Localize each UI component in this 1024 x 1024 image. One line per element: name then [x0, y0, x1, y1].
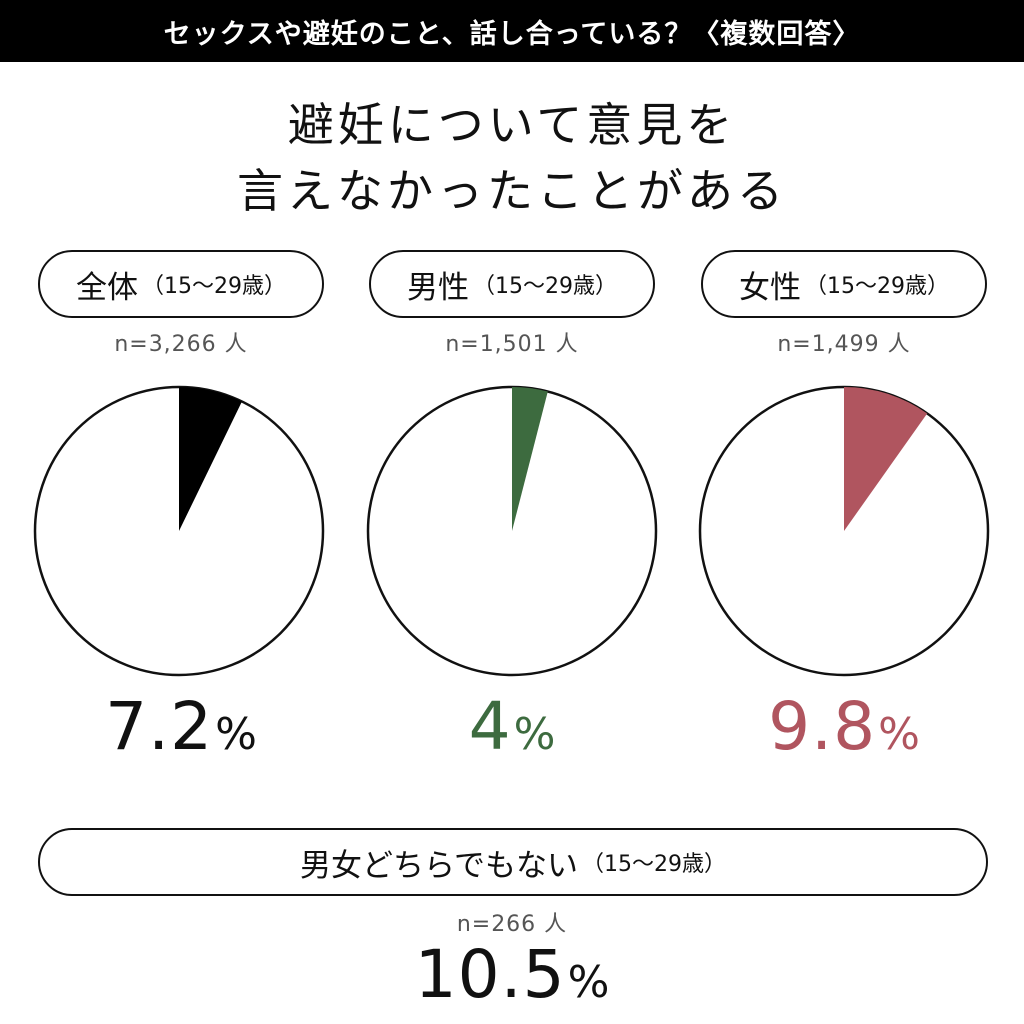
pie-slice-male: [512, 387, 548, 531]
group-label-text: 女性: [739, 269, 801, 306]
group-age-text: （15〜29歳）: [582, 852, 727, 877]
chart-title: 避妊について意見を 言えなかったことがある: [0, 92, 1024, 224]
percent-value: 10.5: [414, 936, 566, 1013]
percent-all: 7.2%: [38, 688, 324, 765]
chart-title-line1: 避妊について意見を: [287, 98, 737, 152]
pie-slice-all: [179, 387, 242, 531]
header-title: セックスや避妊のこと、話し合っている？〈複数回答〉: [163, 18, 861, 50]
group-label-text: 男女どちらでもない: [299, 847, 579, 884]
percent-value: 9.8: [768, 688, 877, 765]
sample-size-female: n=1,499 人: [777, 332, 911, 357]
sample-size-male: n=1,501 人: [445, 332, 579, 357]
percent-value: 4: [468, 688, 512, 765]
group-age-text: （15〜29歳）: [805, 274, 949, 299]
percent-sign: %: [215, 709, 257, 760]
percent-value: 7.2: [105, 688, 214, 765]
group-label-all: 全体 （15〜29歳）: [38, 250, 324, 318]
chart-title-line2: 言えなかったことがある: [237, 164, 787, 218]
percent-sign: %: [878, 709, 920, 760]
group-label-male: 男性 （15〜29歳）: [369, 250, 655, 318]
percent-sign: %: [513, 709, 556, 760]
pie-chart-all: [33, 385, 325, 677]
header-bar: セックスや避妊のこと、話し合っている？〈複数回答〉: [0, 0, 1024, 62]
pie-slice-female: [844, 387, 928, 531]
pie-chart-male: [366, 385, 658, 677]
group-age-text: （15〜29歳）: [142, 274, 286, 299]
group-label-female: 女性 （15〜29歳）: [701, 250, 987, 318]
group-label-text: 全体: [76, 269, 138, 306]
percent-sign: %: [567, 957, 610, 1008]
percent-male: 4%: [369, 688, 655, 765]
group-label-neither: 男女どちらでもない （15〜29歳）: [38, 828, 988, 896]
percent-neither: 10.5%: [0, 936, 1024, 1013]
pie-chart-female: [698, 385, 990, 677]
group-age-text: （15〜29歳）: [473, 274, 617, 299]
group-label-text: 男性: [407, 269, 469, 306]
sample-size-all: n=3,266 人: [114, 332, 248, 357]
sample-size-neither: n=266 人: [456, 912, 568, 937]
percent-female: 9.8%: [701, 688, 987, 765]
